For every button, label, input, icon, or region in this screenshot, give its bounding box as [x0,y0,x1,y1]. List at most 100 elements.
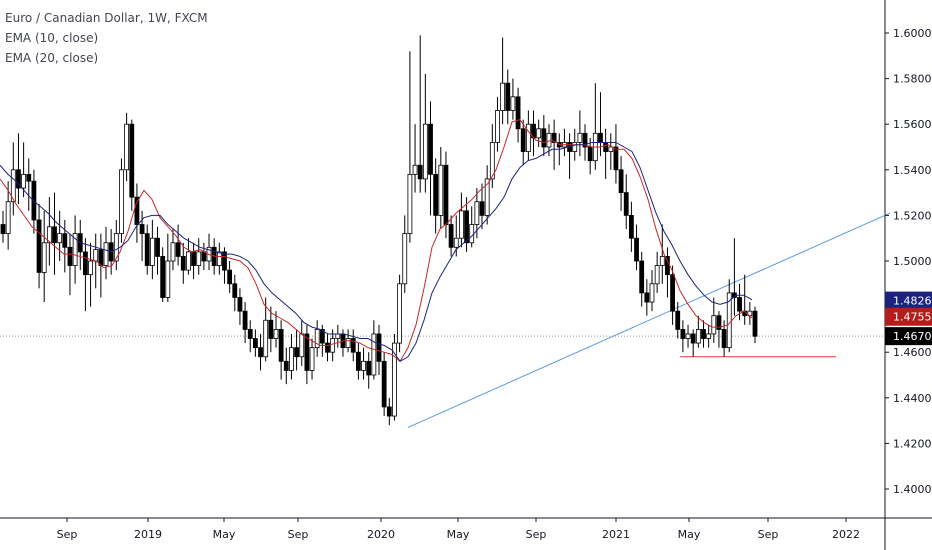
candle [52,192,57,275]
candle-body [541,128,547,148]
candle [186,238,191,275]
candle [536,119,542,147]
candle [464,197,469,252]
candle-body [366,360,372,376]
candle [551,119,557,170]
candle-body [603,142,609,152]
candle [495,96,500,152]
candle-body [737,297,742,312]
candle [628,201,634,252]
candle [41,210,47,303]
candle [355,343,361,380]
candle [5,181,11,250]
candle-body [520,128,526,152]
candle-body [474,201,480,225]
candle [21,142,27,198]
candle [134,183,140,243]
candle-body [335,333,341,339]
candle [201,242,207,271]
candle-body [196,251,202,266]
candle [258,333,263,371]
candle [659,224,665,284]
candle [644,279,650,316]
candle [216,242,222,275]
candle [417,35,423,193]
candle-body [52,226,57,244]
candle [170,229,176,271]
candle [608,133,614,170]
candle-body [489,142,495,180]
candle-body [577,132,583,143]
candle [263,297,269,362]
support-trendline[interactable] [407,212,891,428]
candle-body [103,242,109,266]
candle-body [134,196,140,225]
candle-body [263,319,269,358]
candle-body [252,338,258,349]
candle-body [268,319,274,339]
candle [675,302,681,339]
candle-body [170,242,176,262]
candle-body [675,310,681,330]
candle-body [505,82,511,111]
price-badge-bg [885,327,932,346]
candle-body [144,233,150,266]
x-tick-label: Sep [288,528,309,541]
candle [525,110,531,161]
candle-body [314,328,320,349]
candle-body [36,219,42,273]
candle-body [618,169,624,194]
candle [273,311,279,348]
candle [149,219,155,280]
candle-body [139,224,145,235]
candle-body [433,173,439,216]
x-tick-label: Sep [57,528,78,541]
price-badges: 1.48263 1.47555 1.46704 [885,291,932,346]
candle-body [438,164,444,216]
candle-body [670,274,675,312]
candle [639,251,645,307]
candle-body [242,310,248,330]
candle [634,224,639,271]
candle [144,224,150,275]
candle-body [428,123,433,175]
candle-body [98,249,104,266]
candle [62,219,68,273]
candle-body [325,342,330,353]
candle-body [180,256,186,271]
candle [484,165,490,225]
candle [366,352,372,389]
candle-body [484,178,490,216]
candle-body [113,233,119,262]
candle-body [386,406,392,417]
candle-body [443,164,449,225]
candle-body [706,333,712,339]
candle [314,320,320,357]
candle-body [659,256,665,266]
candle [680,320,686,353]
y-tick-label: 1.58000 [893,73,932,86]
candle [592,83,598,170]
candle-body [412,164,418,175]
candle [124,112,130,182]
candle [422,74,428,193]
candle [0,210,6,243]
candle [541,115,547,157]
candle [613,124,619,184]
candle [175,224,181,266]
candle [77,219,83,271]
x-tick-label: May [213,528,236,541]
candle-body [345,338,351,349]
y-tick-label: 1.56000 [893,118,932,131]
candle [283,347,289,385]
candle-body [695,328,701,344]
candle [562,128,567,157]
candle-body [124,123,130,171]
candle-body [376,333,382,362]
candle-body [294,347,299,358]
y-tick-label: 1.40000 [893,483,932,496]
candle-body [191,251,196,266]
candle-body [278,328,284,362]
